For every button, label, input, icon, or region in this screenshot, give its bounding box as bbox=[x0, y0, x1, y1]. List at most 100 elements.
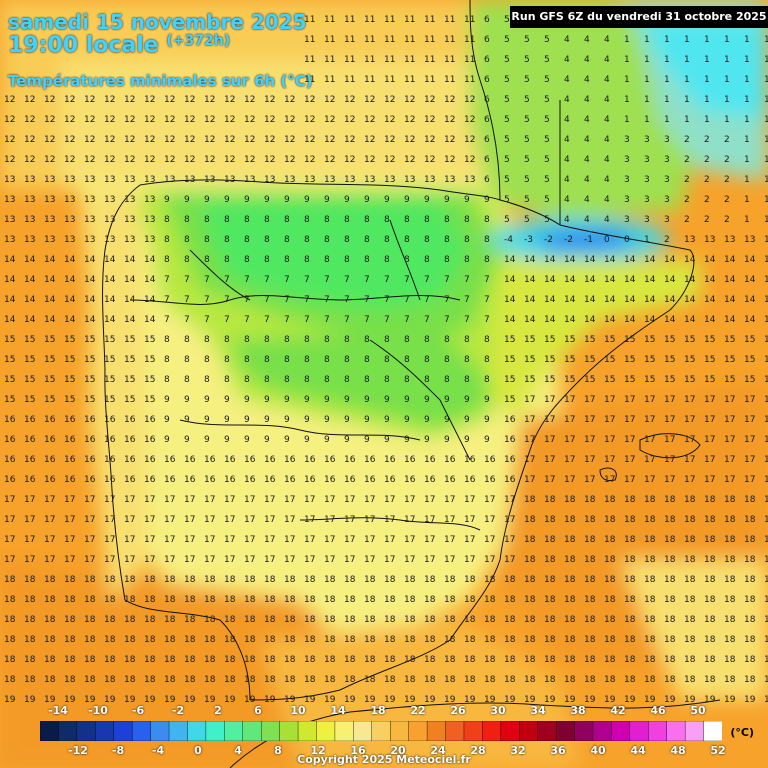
grid-value: 18 bbox=[524, 595, 536, 605]
grid-value: 6 bbox=[484, 75, 490, 85]
grid-value: 15 bbox=[44, 395, 55, 405]
grid-value: 17 bbox=[664, 435, 675, 445]
grid-value: 12 bbox=[204, 95, 215, 105]
grid-value: 1 bbox=[624, 35, 630, 45]
scale-tick-bottom: 28 bbox=[470, 744, 486, 757]
grid-value: 13 bbox=[44, 215, 55, 225]
grid-value: 16 bbox=[424, 455, 436, 465]
grid-value: 8 bbox=[284, 375, 290, 385]
scale-swatch bbox=[703, 721, 722, 741]
scale-swatch bbox=[76, 721, 97, 741]
grid-value: 17 bbox=[704, 435, 715, 445]
grid-value: 2 bbox=[684, 155, 690, 165]
grid-value: 7 bbox=[384, 315, 390, 325]
grid-value: 8 bbox=[484, 255, 490, 265]
grid-value: 17 bbox=[324, 535, 335, 545]
grid-value: 13 bbox=[84, 235, 95, 245]
grid-value: 12 bbox=[44, 115, 55, 125]
grid-value: 14 bbox=[764, 255, 768, 265]
grid-value: 4 bbox=[564, 115, 570, 125]
grid-value: 13 bbox=[204, 175, 215, 185]
grid-value: 16 bbox=[224, 475, 236, 485]
grid-value: 11 bbox=[464, 35, 475, 45]
grid-value: 18 bbox=[564, 575, 576, 585]
grid-value: 18 bbox=[644, 555, 656, 565]
grid-value: 16 bbox=[224, 455, 236, 465]
grid-value: 19 bbox=[704, 695, 716, 705]
grid-value: 15 bbox=[524, 375, 535, 385]
grid-value: 18 bbox=[384, 595, 396, 605]
grid-value: 17 bbox=[724, 475, 735, 485]
grid-value: 13 bbox=[364, 175, 375, 185]
grid-value: 13 bbox=[144, 235, 155, 245]
grid-value: 9 bbox=[304, 415, 310, 425]
grid-value: 13 bbox=[124, 235, 135, 245]
scale-swatch bbox=[537, 721, 557, 741]
grid-value: 7 bbox=[484, 315, 490, 325]
grid-value: 16 bbox=[104, 455, 116, 465]
grid-value: 16 bbox=[184, 455, 196, 465]
grid-value: 12 bbox=[424, 95, 435, 105]
grid-value: 5 bbox=[504, 115, 510, 125]
grid-value: 13 bbox=[24, 175, 35, 185]
grid-value: 1 bbox=[764, 175, 768, 185]
grid-value: 17 bbox=[404, 535, 415, 545]
grid-value: 15 bbox=[504, 375, 515, 385]
grid-value: 15 bbox=[724, 355, 735, 365]
grid-value: 8 bbox=[324, 355, 330, 365]
grid-value: 18 bbox=[504, 635, 516, 645]
grid-value: 16 bbox=[4, 475, 16, 485]
grid-value: 18 bbox=[624, 555, 636, 565]
grid-value: 16 bbox=[24, 415, 36, 425]
grid-value: 18 bbox=[664, 515, 676, 525]
grid-value: 5 bbox=[524, 75, 530, 85]
grid-value: 12 bbox=[264, 135, 275, 145]
grid-value: 18 bbox=[644, 495, 656, 505]
grid-value: 9 bbox=[364, 395, 370, 405]
scale-swatch bbox=[113, 721, 133, 741]
grid-value: 1 bbox=[704, 115, 710, 125]
grid-value: 8 bbox=[184, 355, 190, 365]
grid-value: 18 bbox=[4, 595, 16, 605]
grid-value: 1 bbox=[644, 35, 650, 45]
grid-value: 16 bbox=[84, 475, 96, 485]
grid-value: 11 bbox=[384, 75, 395, 85]
grid-value: 12 bbox=[284, 115, 295, 125]
grid-value: 12 bbox=[344, 135, 355, 145]
scale-swatch bbox=[371, 721, 392, 741]
grid-value: 17 bbox=[744, 395, 755, 405]
grid-value: 8 bbox=[344, 215, 350, 225]
grid-value: 18 bbox=[164, 675, 176, 685]
grid-value: 17 bbox=[644, 435, 655, 445]
grid-value: 16 bbox=[44, 455, 56, 465]
grid-value: 14 bbox=[64, 255, 76, 265]
grid-value: 7 bbox=[164, 315, 170, 325]
grid-value: 19 bbox=[184, 695, 196, 705]
scale-swatch bbox=[426, 721, 447, 741]
grid-value: 13 bbox=[4, 215, 15, 225]
grid-value: 17 bbox=[224, 515, 235, 525]
grid-value: 17 bbox=[84, 495, 95, 505]
scale-swatch bbox=[353, 721, 373, 741]
grid-value: 16 bbox=[104, 475, 116, 485]
grid-value: 7 bbox=[304, 315, 310, 325]
grid-value: 17 bbox=[324, 495, 335, 505]
grid-value: 17 bbox=[604, 435, 615, 445]
grid-value: 8 bbox=[484, 215, 490, 225]
grid-value: 13 bbox=[84, 195, 95, 205]
scale-swatch bbox=[205, 721, 226, 741]
grid-value: 14 bbox=[704, 255, 716, 265]
grid-value: 19 bbox=[424, 695, 436, 705]
grid-value: 18 bbox=[4, 655, 16, 665]
grid-value: 18 bbox=[464, 655, 476, 665]
grid-value: 8 bbox=[284, 355, 290, 365]
grid-value: 3 bbox=[644, 215, 650, 225]
grid-value: 6 bbox=[484, 135, 490, 145]
grid-value: 9 bbox=[224, 435, 230, 445]
grid-value: 12 bbox=[464, 95, 475, 105]
grid-value: -2 bbox=[564, 235, 573, 245]
grid-value: 12 bbox=[244, 95, 255, 105]
grid-value: 19 bbox=[364, 695, 376, 705]
grid-value: 9 bbox=[344, 435, 350, 445]
grid-value: 15 bbox=[724, 335, 735, 345]
